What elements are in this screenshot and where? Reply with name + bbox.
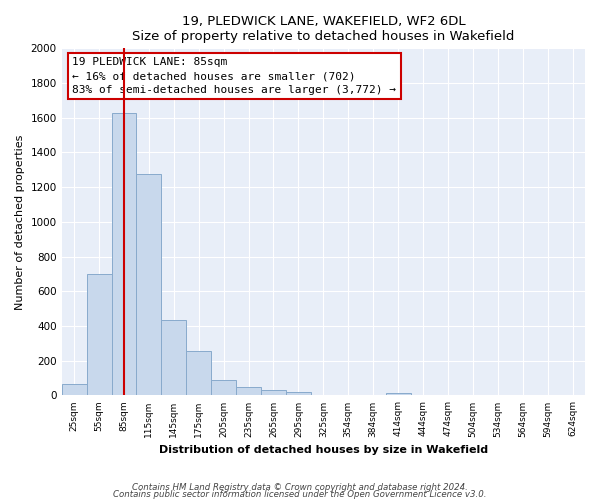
- Text: 19 PLEDWICK LANE: 85sqm
← 16% of detached houses are smaller (702)
83% of semi-d: 19 PLEDWICK LANE: 85sqm ← 16% of detache…: [72, 57, 396, 95]
- Text: Contains HM Land Registry data © Crown copyright and database right 2024.: Contains HM Land Registry data © Crown c…: [132, 484, 468, 492]
- Title: 19, PLEDWICK LANE, WAKEFIELD, WF2 6DL
Size of property relative to detached hous: 19, PLEDWICK LANE, WAKEFIELD, WF2 6DL Si…: [132, 15, 515, 43]
- Bar: [112, 112, 136, 396]
- Bar: [86, 274, 112, 396]
- Bar: [62, 384, 86, 396]
- Bar: [161, 320, 186, 396]
- Y-axis label: Number of detached properties: Number of detached properties: [15, 134, 25, 310]
- X-axis label: Distribution of detached houses by size in Wakefield: Distribution of detached houses by size …: [159, 445, 488, 455]
- Bar: [236, 387, 261, 396]
- Text: Contains public sector information licensed under the Open Government Licence v3: Contains public sector information licen…: [113, 490, 487, 499]
- Bar: [211, 380, 236, 396]
- Bar: [136, 174, 161, 396]
- Bar: [186, 351, 211, 396]
- Bar: [286, 392, 311, 396]
- Bar: [261, 390, 286, 396]
- Bar: [386, 393, 410, 396]
